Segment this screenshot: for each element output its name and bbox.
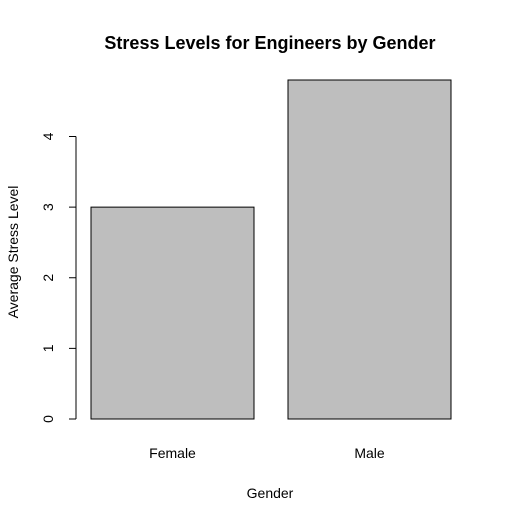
x-axis-label: Gender xyxy=(247,485,294,501)
y-axis: 0 1 2 3 4 xyxy=(40,132,77,423)
y-tick-label-1: 1 xyxy=(40,344,56,352)
y-tick-label-4: 4 xyxy=(40,132,56,140)
chart-title: Stress Levels for Engineers by Gender xyxy=(104,33,435,53)
y-tick-label-3: 3 xyxy=(40,203,56,211)
bar-female xyxy=(90,206,255,420)
x-axis-categories: Female Male xyxy=(149,445,385,461)
x-category-label-male: Male xyxy=(354,445,385,461)
y-tick-label-2: 2 xyxy=(40,274,56,282)
bar-male xyxy=(287,79,452,420)
x-category-label-female: Female xyxy=(149,445,196,461)
y-axis-label: Average Stress Level xyxy=(5,186,21,319)
bar-group xyxy=(90,79,452,420)
y-tick-label-0: 0 xyxy=(40,415,56,423)
